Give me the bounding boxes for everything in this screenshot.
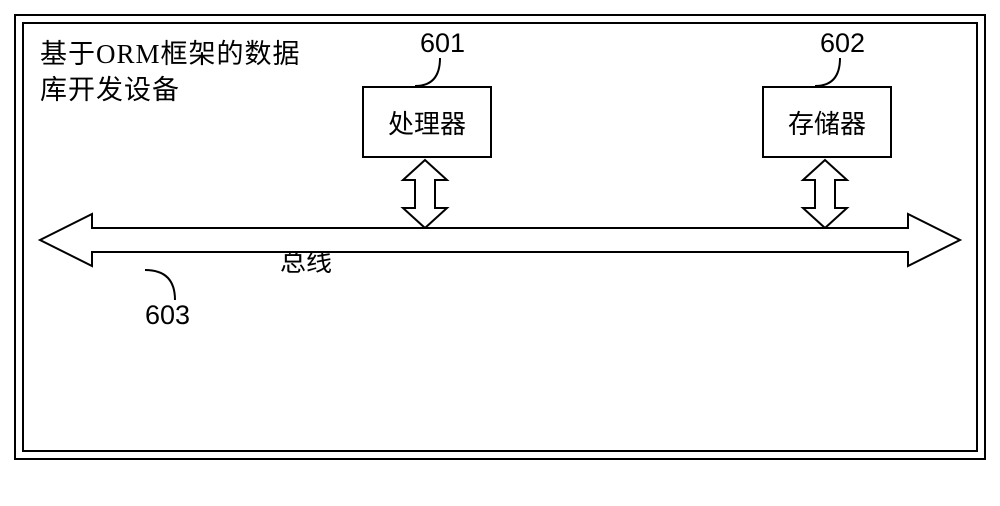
bus-label: 总线 [280, 242, 332, 279]
ref-label-603: 603 [145, 300, 190, 331]
diagram-title: 基于ORM框架的数据 库开发设备 [40, 36, 301, 109]
processor-label: 处理器 [388, 104, 466, 141]
processor-box: 处理器 [362, 86, 492, 158]
title-line1: 基于ORM框架的数据 [40, 39, 301, 69]
memory-label: 存储器 [788, 104, 866, 141]
ref-label-602: 602 [820, 28, 865, 59]
memory-box: 存储器 [762, 86, 892, 158]
ref-label-601: 601 [420, 28, 465, 59]
title-line2: 库开发设备 [40, 75, 180, 105]
